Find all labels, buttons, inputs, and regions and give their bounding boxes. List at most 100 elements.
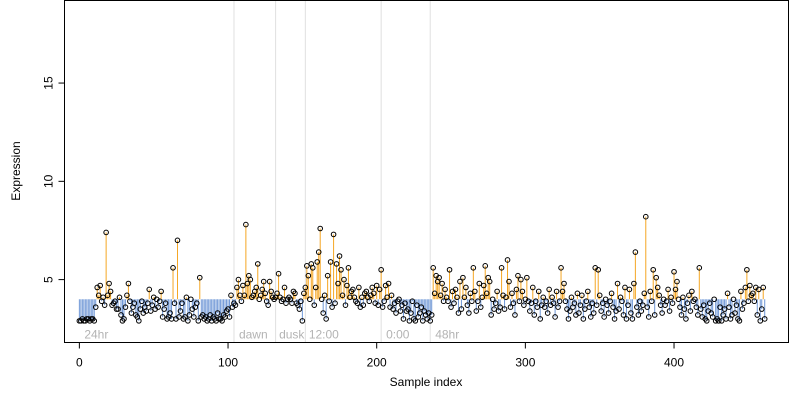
data-point — [750, 290, 756, 297]
data-point — [549, 294, 555, 301]
data-points — [76, 213, 768, 324]
data-point — [384, 294, 390, 301]
data-point — [510, 300, 517, 306]
data-point — [430, 265, 436, 271]
data-point — [751, 298, 758, 305]
data-point — [177, 308, 184, 314]
data-point — [359, 294, 365, 301]
data-point — [458, 306, 465, 312]
data-point — [274, 290, 280, 297]
data-point — [260, 278, 267, 285]
y-tick-label: 15 — [42, 76, 56, 90]
segment-annotations: 24hr dawn dusk 12:00 0:00 48hr — [84, 328, 459, 342]
data-point — [174, 237, 181, 244]
data-point — [312, 284, 319, 291]
data-point — [314, 259, 321, 265]
data-point — [388, 292, 395, 299]
data-point — [614, 280, 621, 287]
data-point — [755, 286, 762, 293]
data-point — [604, 302, 610, 308]
data-point — [666, 308, 673, 314]
data-point — [335, 280, 341, 287]
data-point — [127, 298, 133, 305]
data-point — [244, 280, 251, 287]
data-point — [733, 302, 740, 308]
data-point — [467, 290, 474, 297]
data-point — [623, 316, 630, 322]
data-point — [608, 290, 615, 297]
data-point — [194, 300, 200, 306]
data-point — [405, 306, 411, 312]
data-point — [632, 249, 639, 255]
data-point — [504, 257, 511, 263]
data-point — [552, 314, 558, 320]
data-point — [306, 296, 313, 303]
x-axis: 0 100 200 300 400 — [76, 342, 684, 370]
data-point — [455, 310, 462, 316]
data-point — [543, 298, 549, 305]
data-point — [742, 284, 749, 291]
data-point — [417, 310, 423, 316]
data-point — [393, 310, 399, 316]
data-point — [476, 280, 483, 287]
data-point — [240, 282, 246, 289]
x-tick-label: 200 — [367, 356, 387, 370]
data-point — [595, 266, 602, 273]
data-point — [665, 286, 671, 293]
data-point — [568, 294, 575, 301]
data-point — [397, 308, 404, 314]
data-point — [724, 290, 731, 297]
data-point — [373, 282, 380, 289]
data-point — [518, 276, 524, 283]
data-point — [589, 300, 596, 306]
data-point — [321, 292, 328, 299]
data-point — [342, 302, 349, 308]
data-point — [147, 308, 154, 314]
data-point — [744, 266, 750, 273]
data-point — [672, 286, 679, 293]
data-point — [418, 304, 425, 310]
data-point — [305, 272, 312, 279]
data-point — [659, 310, 665, 316]
data-point — [125, 280, 132, 287]
data-point — [354, 300, 361, 306]
data-point — [590, 310, 597, 316]
data-point — [376, 286, 383, 293]
data-point — [265, 302, 271, 308]
data-point — [446, 266, 453, 273]
data-point — [640, 302, 646, 308]
data-point — [521, 302, 527, 308]
data-point — [700, 302, 707, 308]
data-point — [616, 306, 622, 312]
data-point — [519, 288, 526, 295]
data-point — [535, 288, 542, 295]
data-point — [196, 274, 203, 281]
data-point — [333, 261, 340, 267]
data-point — [474, 298, 481, 305]
data-point — [650, 266, 657, 273]
data-point — [136, 318, 142, 324]
data-point — [112, 298, 118, 305]
data-point — [524, 274, 530, 281]
data-point — [317, 225, 324, 232]
data-point — [587, 314, 594, 320]
data-point — [301, 290, 307, 297]
data-point — [448, 304, 454, 310]
data-point — [234, 284, 240, 291]
data-point — [298, 298, 304, 305]
data-point — [602, 296, 609, 303]
data-point — [360, 302, 367, 308]
data-point — [656, 292, 662, 299]
data-point — [179, 300, 185, 306]
data-point — [681, 306, 688, 312]
data-point — [610, 304, 616, 310]
data-point — [409, 298, 416, 305]
segment-annotation: dusk — [279, 328, 305, 342]
data-point — [131, 300, 138, 306]
data-point — [668, 294, 674, 301]
data-point — [167, 310, 173, 316]
data-point — [692, 296, 698, 303]
data-point — [687, 308, 694, 314]
data-point — [156, 298, 163, 305]
data-point — [683, 316, 689, 322]
